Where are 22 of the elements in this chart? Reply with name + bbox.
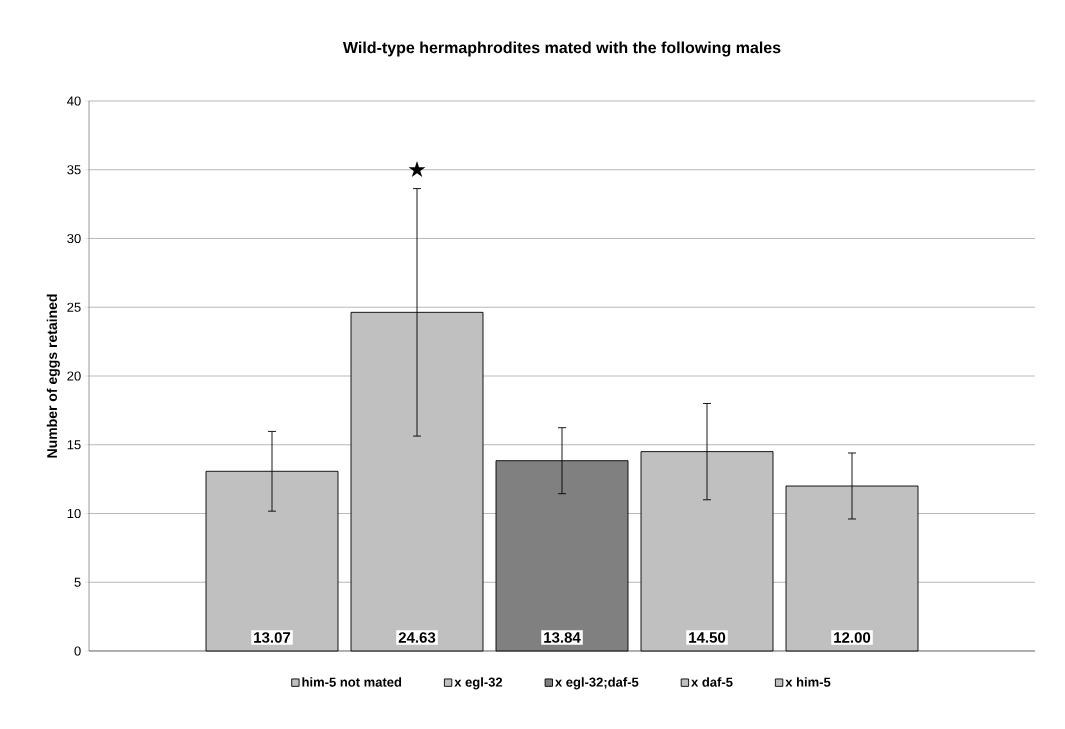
y-axis-title: Number of eggs retained — [46, 294, 60, 458]
chart-title: Wild-type hermaphrodites mated with the following males — [342, 41, 781, 57]
data-label: 13.07 — [254, 632, 291, 643]
legend-label: him-5 not mated — [302, 677, 402, 687]
data-label: 24.63 — [398, 632, 436, 643]
data-label: 14.50 — [689, 632, 726, 643]
y-tick-label: 30 — [67, 233, 81, 244]
y-tick-label: 10 — [67, 508, 81, 519]
y-tick-label: 35 — [67, 165, 81, 175]
legend-label: x egl-32;daf-5 — [555, 677, 639, 690]
annotation: ★ — [408, 161, 426, 178]
y-tick-label: 15 — [67, 440, 81, 450]
legend-label: x daf-5 — [691, 677, 733, 687]
y-tick-label: 0 — [74, 646, 81, 656]
data-label: 13.84 — [544, 632, 581, 643]
y-tick-label: 5 — [74, 577, 81, 587]
legend-label: x him-5 — [785, 677, 831, 687]
legend-label: x egl-32 — [454, 677, 503, 690]
y-tick-label: 20 — [67, 371, 81, 381]
y-tick-label: 25 — [67, 302, 81, 312]
data-label: 12.00 — [834, 632, 871, 643]
y-tick-label: 40 — [67, 96, 81, 106]
